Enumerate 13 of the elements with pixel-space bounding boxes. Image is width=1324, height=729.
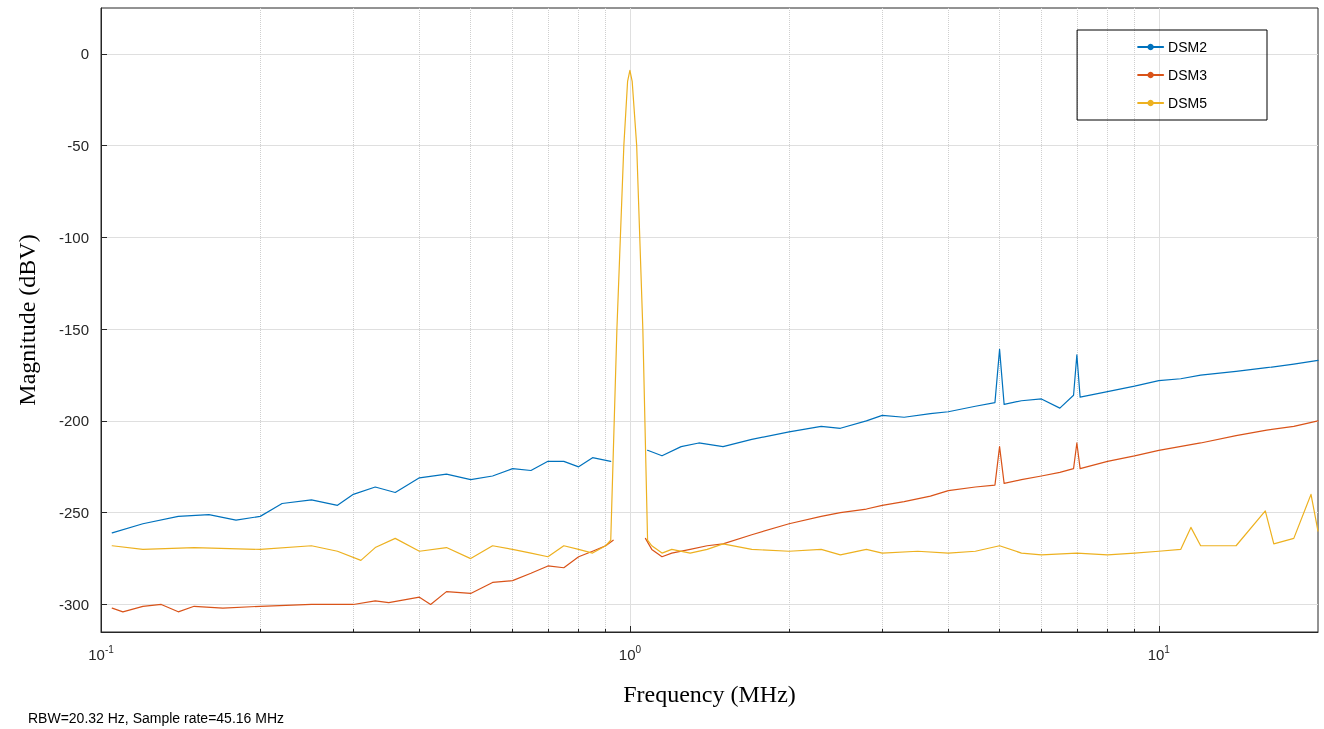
y-tick-label: -50 — [67, 137, 89, 155]
y-tick-label: -250 — [58, 504, 89, 522]
legend-label: DSM3 — [1168, 67, 1208, 83]
y-tick-label: -100 — [58, 228, 89, 246]
y-tick-label: 0 — [80, 45, 89, 63]
x-axis-title: Frequency (MHz) — [623, 681, 796, 707]
legend-label: DSM5 — [1168, 95, 1208, 111]
y-tick-label: -200 — [58, 412, 89, 430]
y-tick-label: -300 — [58, 595, 89, 613]
y-tick-label: -150 — [58, 320, 89, 338]
text: RBW=20.32 Hz, Sample rate=45.16 MHz — [28, 710, 285, 726]
legend-label: DSM2 — [1168, 39, 1208, 55]
y-axis-title: Magnitude (dBV) — [14, 234, 40, 406]
